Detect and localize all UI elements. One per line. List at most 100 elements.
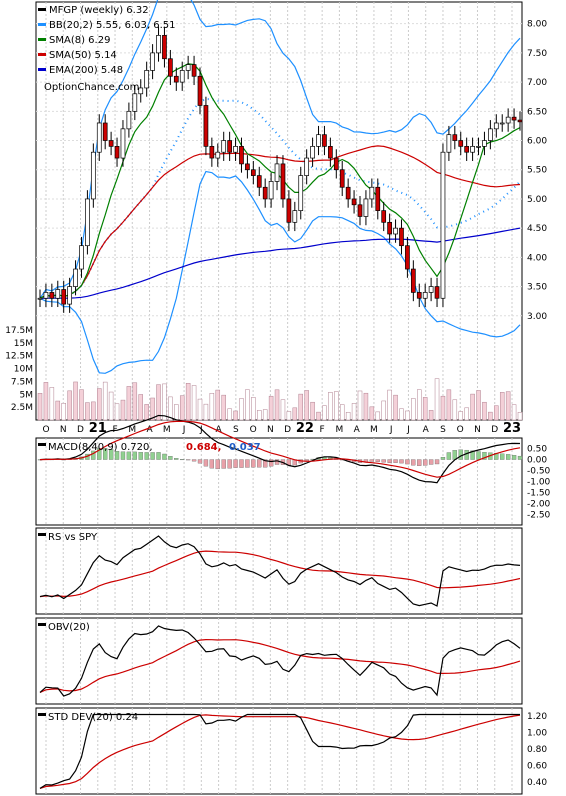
volume-bar-15 [126, 386, 132, 421]
macd-hist-56 [369, 459, 375, 462]
x-tick-0: O [42, 425, 49, 435]
candle-body-11 [102, 122, 108, 141]
macd-hist-63 [411, 459, 416, 466]
x-tick-27: 23 [503, 421, 521, 436]
main-ytick-1: 7.50 [527, 49, 547, 59]
candle-body-52 [345, 186, 351, 200]
macd-ytick-4: -1.50 [527, 488, 551, 498]
ema200-line [39, 227, 521, 299]
main-ytick-5: 5.50 [527, 166, 547, 176]
volume-bar-29 [209, 392, 215, 421]
candle-body-42 [286, 198, 292, 223]
x-tick-25: N [474, 425, 481, 435]
macd-swatch [38, 443, 46, 446]
sma50-line [39, 145, 521, 299]
volume-bar-10 [97, 388, 102, 421]
rs-line [39, 535, 521, 607]
macd-hist-79 [505, 454, 511, 460]
legend-label-0: MFGP (weekly) 6.32 [49, 5, 149, 16]
macd-hist-13 [114, 451, 120, 460]
macd-hist-71 [458, 449, 463, 460]
volume-bar-5 [67, 390, 72, 421]
volume-bar-67 [434, 378, 440, 421]
macd-hist-67 [434, 459, 440, 465]
volume-bar-18 [144, 404, 149, 421]
std-ytick-4: 0.40 [527, 778, 547, 788]
candle-body-1 [43, 292, 49, 299]
legend-swatch-4 [38, 68, 46, 71]
volume-bar-68 [440, 395, 446, 421]
volume-bar-51 [339, 404, 345, 421]
volume-bar-23 [174, 404, 179, 421]
macd-hist-18 [144, 452, 149, 460]
candle-body-16 [132, 93, 138, 112]
candle-body-62 [405, 245, 410, 270]
candle-body-77 [493, 122, 499, 130]
volume-bar-32 [227, 408, 232, 421]
volume-bar-17 [138, 394, 143, 421]
volume-bar-1 [43, 382, 49, 421]
volume-bar-2 [49, 387, 55, 421]
candle-body-69 [446, 134, 452, 153]
volume-bar-77 [494, 405, 499, 421]
macd-ytick-5: -2.00 [527, 499, 551, 509]
macd-hist-15 [126, 451, 132, 460]
volume-bar-66 [428, 410, 434, 421]
macd-hist-36 [251, 459, 256, 468]
candle-body-53 [351, 198, 357, 206]
candle-body-70 [452, 134, 458, 141]
macd-ytick-2: -0.50 [527, 467, 551, 477]
macd-hist-61 [399, 459, 404, 464]
volume-bar-39 [268, 395, 274, 421]
macd-hist-21 [162, 453, 167, 460]
candle-body-49 [328, 146, 333, 159]
candle-body-41 [280, 163, 286, 200]
candle-body-48 [322, 134, 327, 147]
macd-hist-73 [470, 450, 475, 460]
main-ytick-8: 4.00 [527, 253, 547, 263]
volume-bar-54 [357, 390, 363, 421]
legend-swatch-0 [38, 8, 46, 11]
rs-panel: RS vs SPY [35, 527, 523, 615]
macd-hist-17 [138, 452, 143, 460]
volume-bar-56 [369, 406, 375, 421]
macd-hist-9 [91, 450, 96, 460]
std-ytick-2: 0.80 [527, 745, 547, 755]
volume-bar-38 [262, 409, 268, 421]
volume-bar-11 [102, 381, 108, 421]
volume-bar-24 [179, 395, 185, 421]
candle-body-4 [61, 289, 67, 305]
macd-hist-30 [215, 459, 220, 470]
volume-bar-78 [499, 392, 505, 421]
candle-body-33 [233, 146, 238, 153]
volume-bar-76 [488, 411, 493, 421]
rs-label: RS vs SPY [48, 532, 98, 543]
volume-bar-35 [245, 389, 250, 421]
main-ytick-4: 6.00 [527, 137, 547, 147]
volume-bar-21 [162, 383, 167, 421]
volume-bar-53 [351, 403, 357, 421]
main-ytick-0: 8.00 [527, 20, 547, 30]
macd-hist-27 [197, 459, 203, 464]
macd-hist-60 [393, 459, 398, 463]
macd-ytick-3: -1.00 [527, 478, 551, 488]
rs-swatch [38, 533, 46, 536]
candle-body-45 [304, 157, 310, 176]
candle-body-81 [517, 119, 523, 123]
volume-bar-63 [411, 398, 416, 421]
volume-bar-19 [150, 397, 155, 421]
bb-upper-line [39, 0, 521, 299]
obv-panel: OBV(20) [35, 617, 523, 705]
candle-body-74 [476, 146, 481, 148]
volume-bar-22 [168, 396, 173, 421]
candle-body-28 [203, 105, 209, 147]
candle-body-35 [245, 163, 250, 171]
macd-hist-34 [239, 459, 244, 468]
x-tick-15: 22 [296, 421, 314, 436]
macd-hist-35 [245, 459, 250, 468]
macd-hist-14 [120, 451, 126, 460]
volume-bar-62 [405, 410, 410, 421]
x-tick-16: F [320, 425, 325, 435]
volume-bar-75 [482, 401, 487, 421]
volume-bar-16 [132, 382, 138, 421]
